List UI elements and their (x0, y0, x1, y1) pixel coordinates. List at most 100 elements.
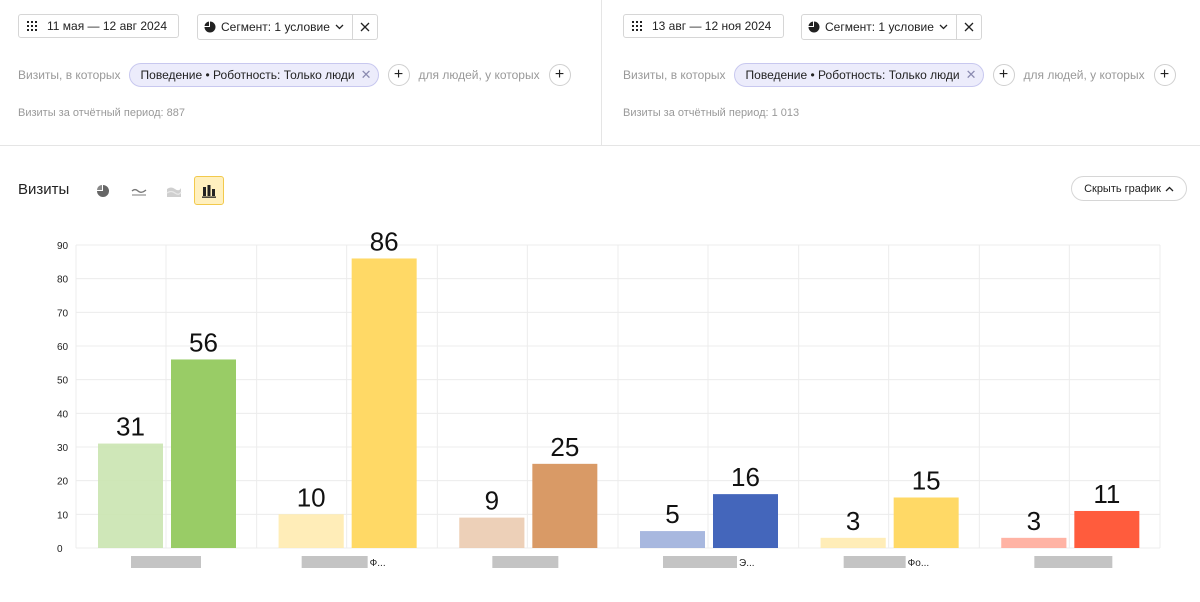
chart-title: Визиты (18, 181, 70, 198)
visits-bar-chart: 0 10 20 30 40 50 60 70 80 90 31 56 10 86 9 25 5 16 3 15 3 11… (57, 230, 1161, 569)
bar-chart-icon (202, 184, 216, 198)
y-tick-label: 60 (57, 342, 69, 353)
plus-icon: + (1159, 66, 1170, 83)
bar-value-label: 56 (189, 327, 218, 357)
date-range-label: 13 авг — 12 ноя 2024 (652, 19, 772, 33)
hide-chart-button[interactable]: Скрыть график (1071, 176, 1187, 201)
category-label-redacted (843, 556, 906, 568)
close-icon (964, 22, 974, 32)
category-label-redacted (663, 556, 737, 568)
segment-conditions: Визиты, в которых Поведение • Роботность… (623, 62, 1176, 88)
x-axis: Ф... Э... Фо... (131, 556, 1113, 569)
remove-segment-button[interactable] (352, 14, 378, 40)
remove-segment-button[interactable] (956, 14, 982, 40)
chevron-down-icon (335, 24, 344, 30)
bar-hatch-overlay (278, 514, 344, 548)
period-total: Визиты за отчётный период: 887 (18, 107, 185, 119)
chip-close-icon[interactable]: ✕ (360, 67, 372, 82)
line-chart-view-button[interactable] (124, 176, 154, 205)
segment-selector: Сегмент: 1 условие (801, 14, 982, 40)
area-chart-view-button[interactable] (159, 176, 189, 205)
category-label-redacted (301, 556, 368, 568)
bar-hatch-overlay (459, 517, 525, 548)
pie-icon (204, 21, 216, 33)
segment-button[interactable]: Сегмент: 1 условие (197, 14, 353, 40)
bar-value-label: 3 (846, 506, 860, 536)
condition-suffix: для людей, у которых (418, 68, 540, 82)
segment-conditions: Визиты, в которых Поведение • Роботность… (18, 62, 571, 88)
bar-current-period (171, 359, 236, 548)
segment-label: Сегмент: 1 условие (221, 20, 330, 34)
bar-value-label: 10 (297, 482, 326, 512)
category-label-redacted (1034, 556, 1113, 568)
bar-hatch-overlay (640, 531, 705, 548)
plus-icon: + (393, 66, 404, 83)
bar-value-label: 15 (912, 466, 941, 496)
y-tick-label: 0 (57, 544, 63, 555)
category-label: Ф... (370, 558, 386, 569)
condition-prefix: Визиты, в которых (623, 68, 726, 82)
segment-panel-left: 11 мая — 12 авг 2024 Сегмент: 1 условие … (0, 0, 602, 145)
bar-value-label: 16 (731, 462, 760, 492)
bar-hatch-overlay (1001, 537, 1067, 548)
category-label: Фо... (908, 558, 930, 569)
pie-icon (808, 21, 820, 33)
segment-selector: Сегмент: 1 условие (197, 14, 378, 40)
date-range-label: 11 мая — 12 авг 2024 (47, 19, 168, 33)
bar-current-period (351, 258, 417, 548)
bar-hatch-overlay (98, 443, 163, 548)
period-total: Визиты за отчётный период: 1 013 (623, 107, 800, 119)
chart-grid (75, 244, 1161, 549)
y-tick-label: 70 (57, 308, 69, 319)
calendar-icon (632, 21, 642, 31)
y-tick-label: 80 (57, 275, 69, 286)
category-label-redacted (131, 556, 201, 568)
add-visit-condition-button[interactable]: + (387, 64, 410, 86)
segment-label: Сегмент: 1 условие (825, 20, 934, 34)
date-range-button[interactable]: 13 авг — 12 ноя 2024 (623, 14, 784, 38)
area-chart-icon (166, 187, 182, 197)
condition-chip[interactable]: Поведение • Роботность: Только люди ✕ (128, 63, 379, 87)
pie-chart-view-button[interactable] (88, 176, 118, 205)
segment-button[interactable]: Сегмент: 1 условие (801, 14, 957, 40)
hide-chart-label: Скрыть график (1084, 182, 1161, 195)
add-visit-condition-button[interactable]: + (992, 64, 1015, 86)
y-tick-label: 50 (57, 376, 69, 387)
segment-comparison-area: 11 мая — 12 авг 2024 Сегмент: 1 условие … (0, 0, 1200, 146)
bar-value-label: 31 (116, 412, 145, 442)
chevron-up-icon (1165, 186, 1174, 191)
category-label: Э... (739, 558, 755, 569)
close-icon (360, 22, 370, 32)
bar-chart-view-button[interactable] (194, 176, 224, 205)
add-user-condition-button[interactable]: + (548, 64, 571, 86)
bar-current-period (1074, 510, 1140, 548)
y-tick-label: 30 (57, 443, 69, 454)
plus-icon: + (998, 66, 1009, 83)
y-axis: 0 10 20 30 40 50 60 70 80 90 (57, 241, 69, 555)
category-label-redacted (492, 556, 559, 568)
bar-current-period (893, 497, 959, 548)
chevron-down-icon (939, 24, 948, 30)
bar-value-label: 11 (1093, 479, 1120, 509)
y-tick-label: 20 (57, 477, 69, 488)
y-tick-label: 90 (57, 241, 69, 252)
chip-close-icon[interactable]: ✕ (965, 67, 977, 82)
condition-prefix: Визиты, в которых (18, 68, 121, 82)
line-chart-icon (131, 188, 147, 196)
segment-panel-right: 13 авг — 12 ноя 2024 Сегмент: 1 условие … (602, 0, 1200, 145)
bar-value-label: 5 (665, 499, 679, 529)
condition-suffix: для людей, у которых (1023, 68, 1145, 82)
add-user-condition-button[interactable]: + (1153, 64, 1176, 86)
bar-value-label: 25 (550, 432, 579, 462)
pie-chart-icon (97, 184, 109, 197)
date-range-button[interactable]: 11 мая — 12 авг 2024 (18, 14, 179, 38)
bar-value-label: 3 (1027, 506, 1041, 536)
bar-current-period (532, 463, 598, 548)
condition-chip-label: Поведение • Роботность: Только люди (745, 68, 960, 82)
bar-hatch-overlay (820, 537, 886, 548)
condition-chip[interactable]: Поведение • Роботность: Только люди ✕ (733, 63, 984, 87)
bar-value-label: 86 (370, 230, 399, 256)
y-tick-label: 40 (57, 409, 69, 420)
calendar-icon (27, 21, 37, 31)
y-tick-label: 10 (57, 510, 69, 521)
